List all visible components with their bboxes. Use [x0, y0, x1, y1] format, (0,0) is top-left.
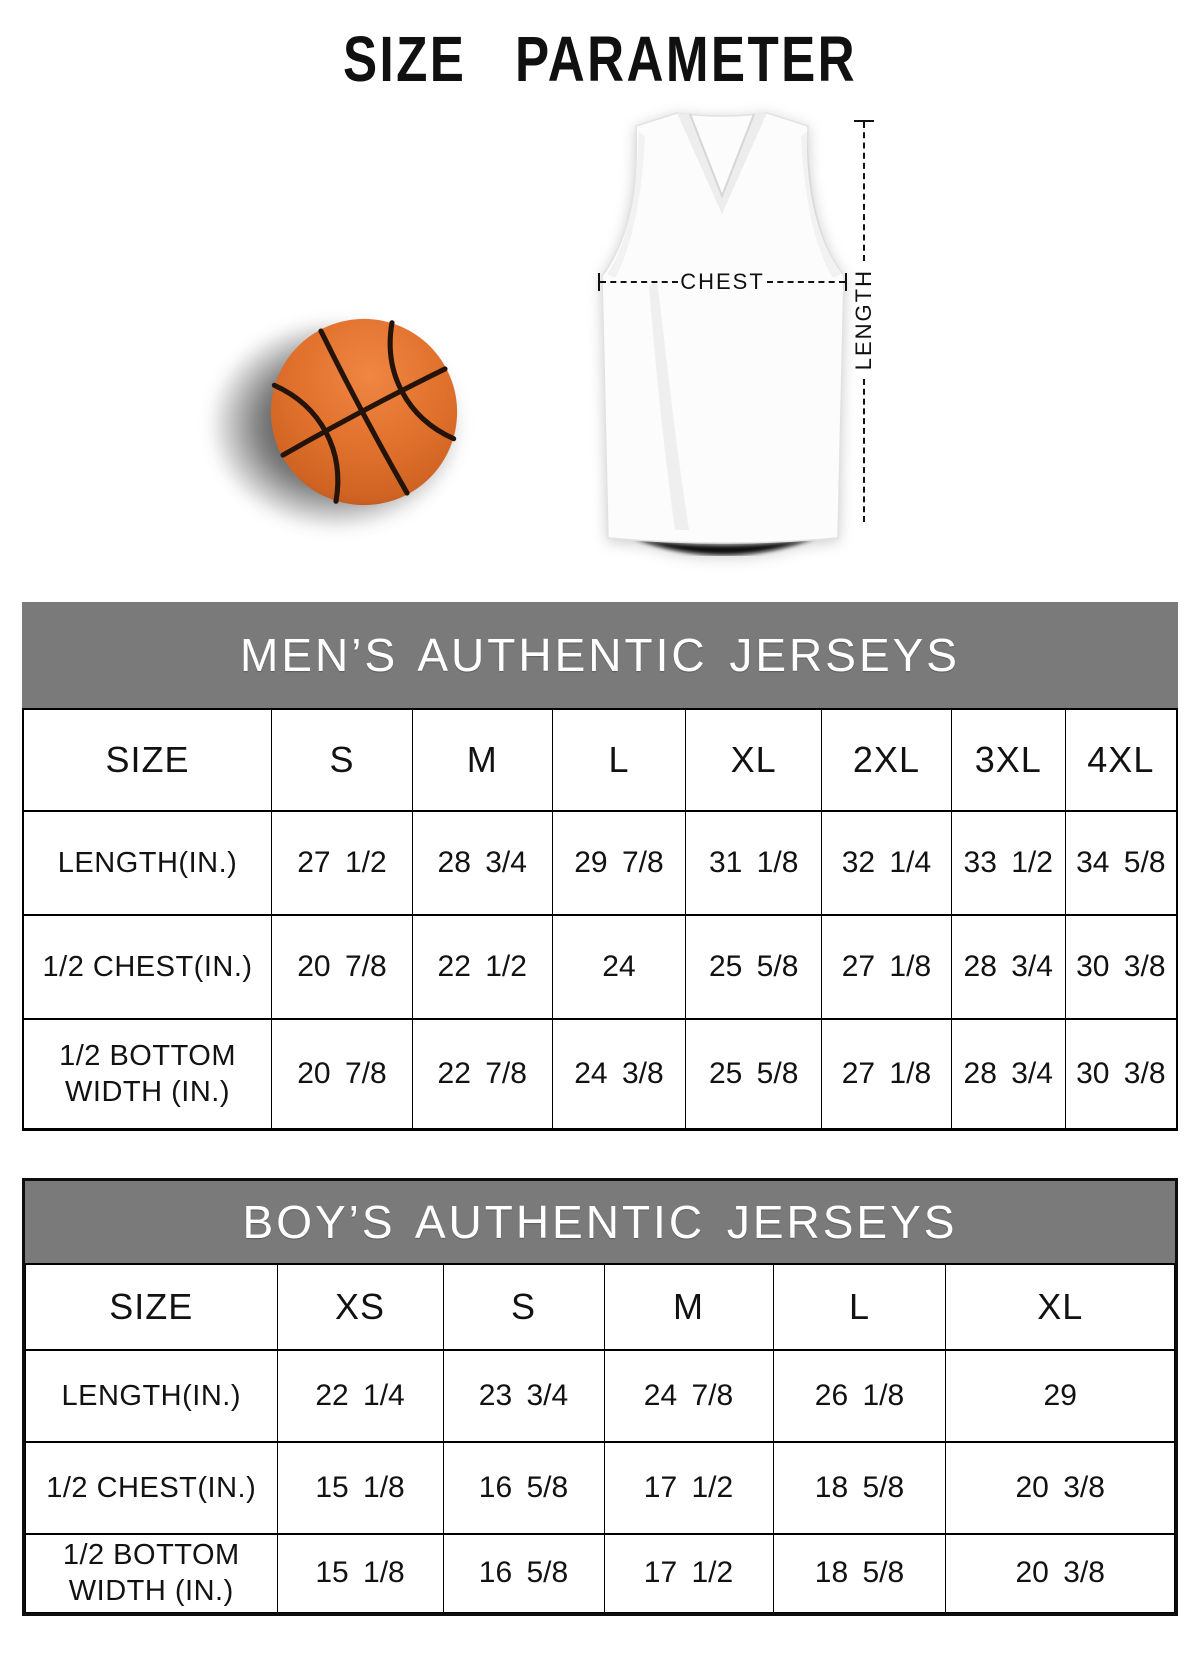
- size-value: 15 1/8: [276, 1441, 444, 1535]
- column-header: XL: [945, 1263, 1175, 1351]
- row-label: LENGTH(IN.): [25, 1349, 278, 1443]
- size-value: 29: [945, 1349, 1175, 1443]
- table-header-row: SIZE XS S M L XL: [25, 1263, 1175, 1351]
- basketball-graphic: [270, 318, 458, 506]
- mens-table-title: MEN’S AUTHENTIC JERSEYS: [240, 629, 960, 681]
- column-header: M: [603, 1263, 774, 1351]
- row-label: LENGTH(IN.): [22, 810, 273, 916]
- length-measure-line: LENGTH: [846, 120, 882, 522]
- jersey-graphic: [601, 112, 845, 555]
- size-value: 25 5/8: [685, 914, 823, 1020]
- size-value: 28 3/4: [950, 1018, 1066, 1130]
- table-row: 1/2 BOTTOM WIDTH (IN.) 20 7/8 22 7/8 24 …: [22, 1018, 1178, 1130]
- boys-table-title-band: BOY’S AUTHENTIC JERSEYS: [25, 1181, 1175, 1263]
- jersey-icon: CHEST: [597, 110, 849, 556]
- table-row: 1/2 CHEST(IN.) 15 1/8 16 5/8 17 1/2 18 5…: [25, 1441, 1175, 1535]
- chest-label: CHEST: [680, 269, 765, 294]
- row-label: 1/2 BOTTOM WIDTH (IN.): [25, 1533, 278, 1613]
- size-value: 28 3/4: [950, 914, 1066, 1020]
- size-value: 17 1/2: [603, 1533, 774, 1613]
- column-header: 2XL: [821, 708, 952, 812]
- size-value: 15 1/8: [276, 1533, 444, 1613]
- boys-size-table: BOY’S AUTHENTIC JERSEYS SIZE XS S M L XL…: [22, 1178, 1178, 1616]
- table-row: LENGTH(IN.) 27 1/2 28 3/4 29 7/8 31 1/8 …: [22, 810, 1178, 916]
- size-value: 24 7/8: [603, 1349, 774, 1443]
- size-value: 22 1/4: [276, 1349, 444, 1443]
- chest-dash-left: [600, 281, 679, 283]
- size-value: 24: [551, 914, 687, 1020]
- size-value: 27 1/2: [271, 810, 413, 916]
- size-value: 22 1/2: [411, 914, 553, 1020]
- row-label: 1/2 CHEST(IN.): [22, 914, 273, 1020]
- size-value: 20 3/8: [945, 1441, 1175, 1535]
- column-header: SIZE: [25, 1263, 278, 1351]
- column-header: L: [551, 708, 687, 812]
- size-value: 20 3/8: [945, 1533, 1175, 1613]
- size-value: 18 5/8: [772, 1441, 947, 1535]
- chest-tick-right: [845, 273, 847, 291]
- row-label: 1/2 CHEST(IN.): [25, 1441, 278, 1535]
- size-value: 34 5/8: [1064, 810, 1178, 916]
- size-value: 27 1/8: [821, 914, 952, 1020]
- size-value: 16 5/8: [442, 1441, 605, 1535]
- table-row: 1/2 BOTTOM WIDTH (IN.) 15 1/8 16 5/8 17 …: [25, 1533, 1175, 1613]
- chest-dash-right: [766, 281, 845, 283]
- size-value: 18 5/8: [772, 1533, 947, 1613]
- column-header: S: [271, 708, 413, 812]
- size-value: 25 5/8: [685, 1018, 823, 1130]
- length-dash-top: [863, 121, 865, 262]
- length-dash-bottom: [863, 378, 865, 522]
- column-header: 4XL: [1064, 708, 1178, 812]
- size-value: 24 3/8: [551, 1018, 687, 1130]
- row-label: 1/2 BOTTOM WIDTH (IN.): [22, 1018, 273, 1130]
- size-value: 30 3/8: [1064, 914, 1178, 1020]
- mens-size-grid: SIZE S M L XL 2XL 3XL 4XL LENGTH(IN.) 27…: [22, 708, 1178, 1131]
- size-value: 29 7/8: [551, 810, 687, 916]
- size-value: 27 1/8: [821, 1018, 952, 1130]
- boys-table-title: BOY’S AUTHENTIC JERSEYS: [242, 1196, 958, 1248]
- length-label: LENGTH: [851, 269, 876, 371]
- chest-tick-left: [598, 273, 600, 291]
- page-title: SIZE PARAMETER: [342, 23, 858, 95]
- size-value: 23 3/4: [442, 1349, 605, 1443]
- mens-table-title-band: MEN’S AUTHENTIC JERSEYS: [22, 602, 1178, 708]
- column-header: S: [442, 1263, 605, 1351]
- size-value: 31 1/8: [685, 810, 823, 916]
- size-value: 32 1/4: [821, 810, 952, 916]
- column-header: M: [411, 708, 553, 812]
- size-value: 17 1/2: [603, 1441, 774, 1535]
- table-row: LENGTH(IN.) 22 1/4 23 3/4 24 7/8 26 1/8 …: [25, 1349, 1175, 1443]
- column-header: L: [772, 1263, 947, 1351]
- size-value: 20 7/8: [271, 914, 413, 1020]
- size-value: 30 3/8: [1064, 1018, 1178, 1130]
- size-value: 33 1/2: [950, 810, 1066, 916]
- chest-measure-line: CHEST: [598, 270, 847, 294]
- boys-size-grid: SIZE XS S M L XL LENGTH(IN.) 22 1/4 23 3…: [25, 1263, 1175, 1613]
- size-value: 20 7/8: [271, 1018, 413, 1130]
- column-header: XS: [276, 1263, 444, 1351]
- table-header-row: SIZE S M L XL 2XL 3XL 4XL: [22, 708, 1178, 812]
- column-header: XL: [685, 708, 823, 812]
- size-value: 22 7/8: [411, 1018, 553, 1130]
- size-value: 28 3/4: [411, 810, 553, 916]
- table-row: 1/2 CHEST(IN.) 20 7/8 22 1/2 24 25 5/8 2…: [22, 914, 1178, 1020]
- mens-size-table: MEN’S AUTHENTIC JERSEYS SIZE S M L XL 2X…: [22, 602, 1178, 1131]
- basketball-icon: [210, 268, 498, 533]
- length-tick-top: [854, 120, 874, 122]
- column-header: SIZE: [22, 708, 273, 812]
- size-value: 16 5/8: [442, 1533, 605, 1613]
- column-header: 3XL: [950, 708, 1066, 812]
- size-value: 26 1/8: [772, 1349, 947, 1443]
